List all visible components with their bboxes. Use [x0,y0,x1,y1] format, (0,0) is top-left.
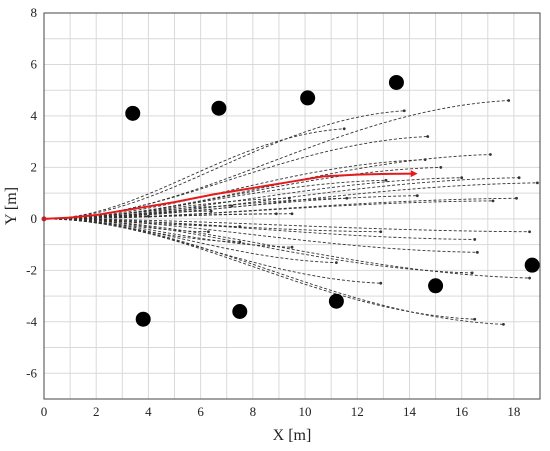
y-tick-label: 6 [31,56,38,71]
obstacle [300,90,316,106]
y-tick-label: 2 [31,159,38,174]
trajectory-endpoint [290,212,294,216]
candidate-trajectory [43,159,426,220]
obstacle [135,311,151,327]
y-tick-label: 4 [31,108,38,123]
trajectory-endpoint [345,196,349,200]
candidate-trajectory [43,154,491,220]
candidate-trajectory [43,218,530,233]
trajectory-endpoint [287,196,291,200]
trajectory-endpoint [515,196,518,200]
candidate-trajectory [43,210,212,220]
trajectory-endpoint [230,204,234,208]
candidate-trajectory [43,213,277,220]
trajectory-endpoint [207,230,210,234]
x-tick-label: 2 [93,404,100,419]
x-tick-label: 16 [455,404,469,419]
x-tick-labels: 0 2 4 6 8 10 12 14 16 18 [41,404,521,419]
trajectory-endpoint [426,135,430,138]
plot-frame [43,12,541,400]
obstacle [428,278,444,294]
best-path [43,172,415,220]
candidate-trajectory [43,218,381,233]
trajectory-endpoint [489,153,492,156]
obstacle [388,74,404,90]
obstacle [125,105,141,121]
x-tick-label: 14 [403,404,417,419]
trajectory-endpoint [402,109,406,113]
trajectory-endpoint [379,230,383,234]
x-tick-label: 8 [250,404,257,419]
trajectory-endpoint [423,158,427,162]
x-axis-label: X [m] [273,427,312,444]
trajectory-endpoint [475,250,479,254]
trajectory-endpoint [473,238,477,241]
candidate-trajectory [43,128,345,220]
x-tick-label: 0 [41,404,48,419]
obstacles [125,74,540,327]
candidate-trajectory [43,218,475,240]
trajectory-endpoint [334,261,338,265]
trajectory-endpoint [491,199,495,203]
trajectory-endpoint [274,212,278,216]
trajectory-endpoint [502,322,505,326]
trajectory-endpoint [379,281,383,285]
trajectory-endpoint [415,194,419,198]
x-tick-label: 6 [197,404,204,419]
trajectory-endpoint [517,176,521,180]
x-tick-label: 12 [351,404,364,419]
candidate-trajectory [43,195,418,220]
trajectory-endpoint [507,99,511,102]
trajectory-endpoint [460,176,464,180]
y-tick-label: -6 [26,365,37,380]
best-path-arrowhead [410,170,418,178]
x-tick-label: 10 [299,404,312,419]
grid [44,13,540,399]
y-tick-label: 8 [31,5,38,20]
y-tick-label: 0 [31,211,38,226]
trajectory-endpoint [342,127,346,131]
trajectory-endpoint [209,209,213,213]
y-tick-label: -2 [26,262,37,277]
candidate-trajectory [43,110,405,220]
candidate-trajectory [43,218,530,279]
trajectory-endpoint [473,317,477,321]
trajectory-endpoint [290,245,294,249]
trajectory-endpoint [384,178,388,182]
trajectory-endpoint [147,214,150,218]
trajectory-endpoint [535,181,539,185]
candidate-trajectory [43,218,504,325]
candidate-trajectory [43,197,290,220]
obstacle [232,304,248,320]
y-tick-labels: -6 -4 -2 0 2 4 6 8 [26,5,37,380]
y-axis-label: Y [m] [3,187,20,225]
trajectory-endpoint [528,230,531,234]
x-tick-label: 18 [507,404,520,419]
candidate-trajectory [43,197,347,220]
trajectory-endpoint [439,166,443,169]
obstacle [524,257,540,273]
trajectory-endpoint [470,271,474,275]
candidate-trajectory [43,177,520,220]
y-tick-label: -4 [26,314,37,329]
trajectory-endpoint [528,276,531,280]
candidate-trajectories [43,99,539,326]
obstacle [211,100,227,116]
obstacle [328,293,344,309]
candidate-trajectory [43,179,386,220]
x-tick-label: 4 [145,404,152,419]
candidate-trajectory [43,200,494,220]
candidate-trajectory [43,218,478,253]
